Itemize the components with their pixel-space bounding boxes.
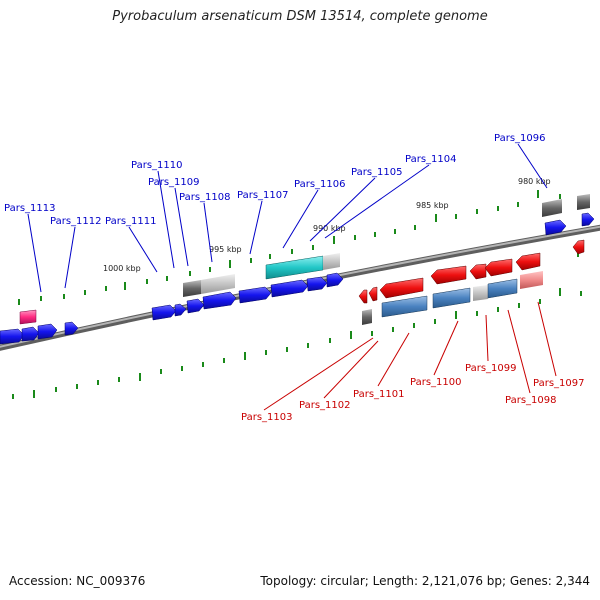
gene-arrow <box>379 277 424 299</box>
plus-strand-genes <box>0 212 595 345</box>
kbp-label-990: 990 kbp <box>313 224 346 233</box>
gene-label-pars-1110: Pars_1110 <box>131 160 182 171</box>
gene-arrow <box>0 328 25 345</box>
gene-label-pars-1098: Pars_1098 <box>505 395 556 406</box>
gene-arrow <box>515 252 541 271</box>
gene-label-pars-1108: Pars_1108 <box>179 192 230 203</box>
gene-arrow <box>358 289 368 304</box>
gene-label-pars-1096: Pars_1096 <box>494 133 545 144</box>
gene-label-pars-1102: Pars_1102 <box>299 400 350 411</box>
kbp-label-985: 985 kbp <box>416 201 449 210</box>
gene-label-pars-1097: Pars_1097 <box>533 378 584 389</box>
lightgrey-gene-block <box>473 285 488 301</box>
gene-arrow <box>326 272 344 288</box>
grey-gene-block <box>542 199 562 217</box>
gene-arrow <box>581 212 595 227</box>
kbp-label-1000: 1000 kbp <box>103 264 141 273</box>
steel-blue-block <box>487 278 518 299</box>
gene-arrow <box>544 219 567 236</box>
cyan-rna-block <box>265 255 324 280</box>
gene-arrow <box>151 304 177 321</box>
minus-strand-other-features <box>362 271 543 325</box>
outer-scale-ticks <box>18 190 561 305</box>
gene-label-pars-1099: Pars_1099 <box>465 363 516 374</box>
steel-blue-block <box>432 287 471 309</box>
plus-strand-other-features <box>19 194 590 325</box>
gene-arrow <box>21 326 40 342</box>
gene-arrow <box>306 276 328 292</box>
gene-label-pars-1112: Pars_1112 <box>50 216 101 227</box>
genome-info-text: Topology: circular; Length: 2,121,076 bp… <box>260 574 590 588</box>
gene-label-pars-1104: Pars_1104 <box>405 154 456 165</box>
minus-label-callouts <box>263 301 557 411</box>
gene-arrow <box>270 279 309 298</box>
gene-label-pars-1109: Pars_1109 <box>148 177 199 188</box>
gene-arrow <box>238 286 272 304</box>
pink-gene-block <box>19 309 37 325</box>
grey-gene-block <box>577 194 590 210</box>
map-title: Pyrobaculum arsenaticum DSM 13514, compl… <box>112 9 488 24</box>
gene-arrow <box>572 239 585 255</box>
grey-gene-block <box>362 309 372 325</box>
minus-strand-genes <box>358 239 585 304</box>
gene-arrow <box>37 323 58 340</box>
gene-arrow <box>368 286 378 302</box>
gene-arrow <box>64 321 79 336</box>
gene-arrow <box>469 263 487 280</box>
gene-label-pars-1111: Pars_1111 <box>105 216 156 227</box>
gene-arrow <box>174 303 187 317</box>
accession-text: Accession: NC_009376 <box>9 574 146 588</box>
gene-label-pars-1105: Pars_1105 <box>351 167 402 178</box>
gene-label-pars-1103: Pars_1103 <box>241 412 292 423</box>
gene-arrow <box>430 265 467 285</box>
gene-label-pars-1107: Pars_1107 <box>237 190 288 201</box>
kbp-label-980: 980 kbp <box>518 177 551 186</box>
kbp-label-995: 995 kbp <box>209 245 242 254</box>
inner-scale-ticks <box>12 252 582 399</box>
lightred-gene-block <box>520 271 543 289</box>
gene-arrow <box>484 258 513 277</box>
gene-label-pars-1106: Pars_1106 <box>294 179 345 190</box>
plus-label-callouts <box>27 143 548 293</box>
gene-label-pars-1113: Pars_1113 <box>4 203 55 214</box>
gene-label-pars-1100: Pars_1100 <box>410 377 461 388</box>
gene-arrow <box>186 298 205 314</box>
gene-label-pars-1101: Pars_1101 <box>353 389 404 400</box>
grey-gene-block <box>183 280 201 297</box>
lightgrey-gene-block <box>201 274 235 294</box>
lightgrey-rna-block <box>323 253 340 270</box>
steel-blue-block <box>381 295 428 318</box>
gene-arrow <box>202 291 237 310</box>
